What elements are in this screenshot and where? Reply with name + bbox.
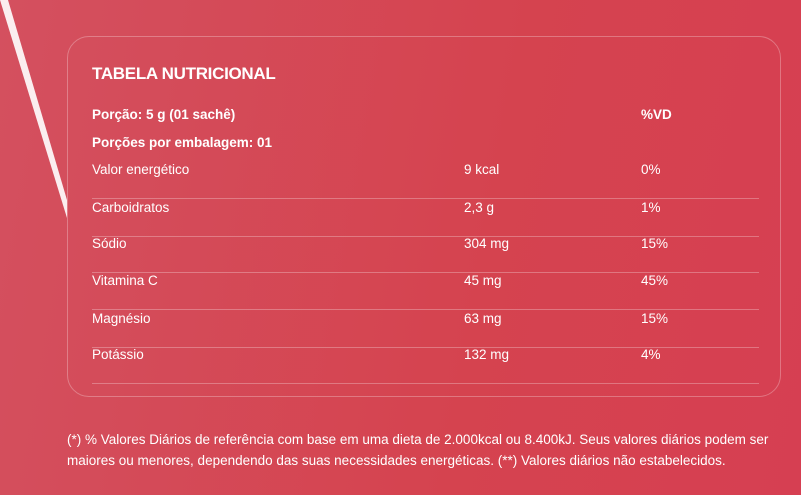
nutrient-amount: 304 mg [464, 236, 510, 251]
nutrient-name: Valor energético [92, 162, 190, 177]
footnote: (*) % Valores Diários de referência com … [67, 432, 769, 468]
nutrient-amount: 63 mg [464, 311, 502, 326]
row-divider [92, 272, 759, 273]
nutrient-amount: 9 kcal [464, 162, 500, 177]
table-row: Sódio 304 mg 15% [92, 236, 759, 273]
row-divider [92, 236, 759, 237]
nutrient-vd: 0% [641, 162, 661, 177]
nutrient-name: Carboidratos [92, 200, 170, 215]
table-row: Carboidratos 2,3 g 1% [92, 200, 759, 237]
nutrient-name: Sódio [92, 236, 127, 251]
table-row: Vitamina C 45 mg 45% [92, 273, 759, 310]
nutrient-name: Vitamina C [92, 273, 158, 288]
nutrient-amount: 45 mg [464, 273, 502, 288]
table-row: Potássio 132 mg 4% [92, 347, 759, 384]
nutrient-vd: 15% [641, 311, 669, 326]
nutrient-vd: 4% [641, 347, 661, 362]
decorative-stripe [0, 0, 67, 218]
row-divider [92, 383, 759, 384]
nutrient-name: Magnésio [92, 311, 151, 326]
nutrient-vd: 1% [641, 200, 661, 215]
nutrient-name: Potássio [92, 347, 144, 362]
nutrient-vd: 15% [641, 236, 669, 251]
row-divider [92, 347, 759, 348]
nutrition-table-card [67, 36, 781, 397]
table-row: Valor energético 9 kcal 0% [92, 162, 759, 199]
portion-label: Porção: 5 g (01 sachê) [92, 107, 236, 122]
nutrient-amount: 2,3 g [464, 200, 495, 215]
portions-per-package: Porções por embalagem: 01 [92, 135, 273, 150]
vd-header: %VD [641, 107, 672, 122]
table-row: Magnésio 63 mg 15% [92, 311, 759, 348]
row-divider [92, 198, 759, 199]
nutrient-vd: 45% [641, 273, 669, 288]
row-divider [92, 309, 759, 310]
nutrient-amount: 132 mg [464, 347, 510, 362]
table-title: TABELA NUTRICIONAL [92, 64, 276, 83]
